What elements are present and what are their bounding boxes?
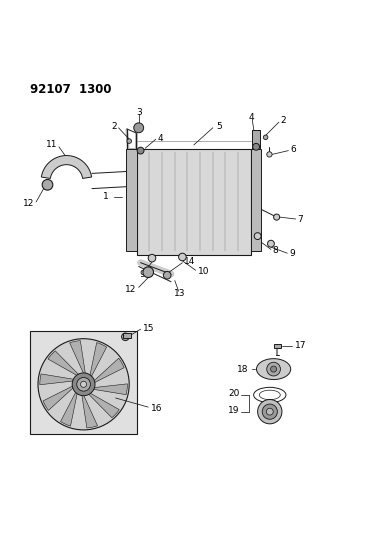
Circle shape (258, 400, 282, 424)
Circle shape (38, 338, 129, 430)
Text: 4: 4 (249, 113, 254, 122)
Text: 92107  1300: 92107 1300 (30, 83, 112, 96)
Circle shape (143, 267, 154, 278)
Text: 8: 8 (273, 246, 279, 255)
Circle shape (122, 333, 129, 341)
Circle shape (81, 381, 87, 387)
Text: 10: 10 (198, 267, 209, 276)
Bar (137, 149, 251, 255)
Ellipse shape (256, 359, 291, 379)
Polygon shape (252, 130, 260, 149)
Polygon shape (93, 358, 124, 383)
Text: 16: 16 (151, 403, 163, 413)
Circle shape (163, 271, 171, 279)
Circle shape (77, 377, 90, 391)
Circle shape (137, 147, 144, 154)
Text: 6: 6 (290, 146, 296, 155)
Text: 15: 15 (142, 324, 154, 333)
Circle shape (263, 135, 268, 140)
Bar (126, 149, 137, 251)
Polygon shape (87, 392, 119, 418)
Polygon shape (70, 341, 86, 375)
Text: 5: 5 (216, 122, 222, 131)
Text: 11: 11 (46, 140, 57, 149)
Polygon shape (92, 384, 127, 394)
Polygon shape (82, 393, 98, 428)
Polygon shape (48, 351, 80, 376)
Bar (124, 333, 131, 338)
Circle shape (271, 366, 277, 372)
Polygon shape (90, 343, 107, 378)
Polygon shape (60, 391, 78, 426)
Text: 20: 20 (228, 389, 239, 398)
Text: 19: 19 (228, 406, 239, 415)
Circle shape (267, 362, 280, 376)
Circle shape (42, 180, 53, 190)
Bar (251, 149, 261, 251)
Circle shape (253, 143, 260, 150)
Text: 13: 13 (174, 288, 185, 297)
Text: 7: 7 (298, 215, 303, 224)
Circle shape (267, 152, 272, 157)
Text: 9: 9 (139, 270, 146, 279)
Text: 9: 9 (289, 249, 295, 259)
Circle shape (254, 233, 261, 239)
Circle shape (134, 123, 144, 133)
Text: 2: 2 (111, 122, 117, 131)
Text: 2: 2 (281, 116, 287, 125)
Polygon shape (41, 156, 92, 179)
Circle shape (266, 408, 273, 415)
Bar (274, 344, 281, 348)
Bar (30, 331, 137, 434)
Circle shape (127, 139, 131, 143)
Circle shape (179, 253, 186, 261)
Text: 18: 18 (238, 365, 249, 374)
Circle shape (72, 373, 95, 395)
Polygon shape (40, 374, 75, 385)
Circle shape (274, 214, 280, 220)
Polygon shape (43, 385, 74, 410)
Text: 1: 1 (103, 192, 108, 201)
Circle shape (262, 404, 277, 419)
Text: 4: 4 (158, 134, 163, 142)
Text: 17: 17 (294, 341, 306, 350)
Text: 12: 12 (125, 285, 137, 294)
Circle shape (268, 240, 274, 247)
Text: 14: 14 (184, 257, 196, 266)
Text: 3: 3 (136, 108, 142, 117)
Text: 12: 12 (23, 199, 34, 208)
Circle shape (148, 254, 156, 262)
